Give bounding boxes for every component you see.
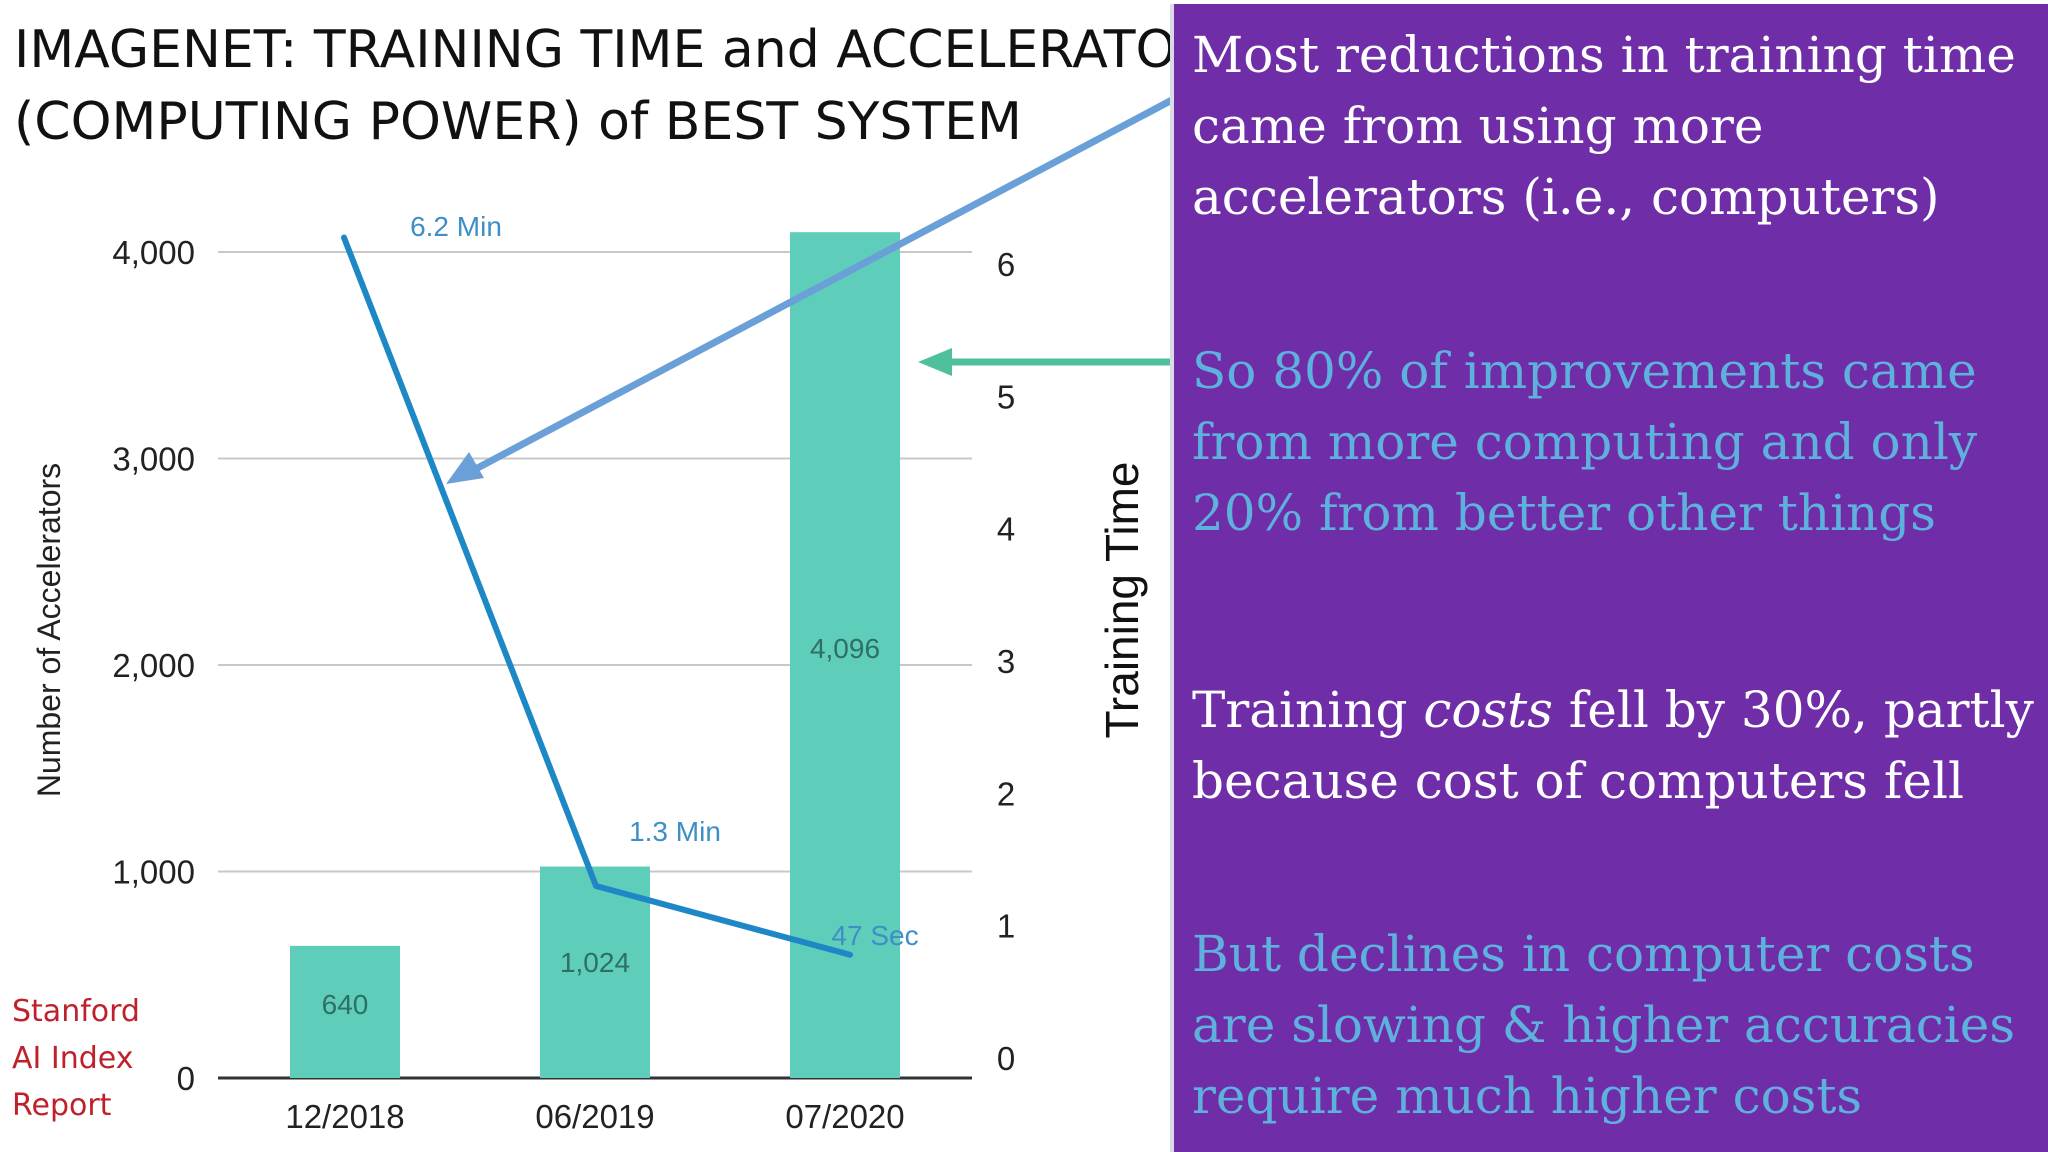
annotation-arrow-blue — [466, 96, 1172, 476]
panel-paragraph-costs: Training costs fell by 30%, partly becau… — [1192, 675, 2048, 817]
x-tick-label: 12/2018 — [285, 1098, 404, 1135]
arrowhead-blue — [446, 452, 484, 484]
chart-title: IMAGENET: TRAINING TIME and ACCELERATORS… — [14, 14, 1246, 158]
chart-svg: 0 1,000 2,000 3,000 4,000 0 1 2 3 4 5 6 640 1,024 4,09… — [31, 96, 1172, 1135]
source-line2: AI Index — [12, 1041, 134, 1076]
panel-paragraph-declines: But declines in computer costs are slowi… — [1192, 925, 2015, 1125]
y2-tick-label: 2 — [997, 775, 1015, 812]
y2-tick-label: 5 — [997, 378, 1015, 415]
y2-tick-label: 3 — [997, 643, 1015, 680]
panel-paragraph-improvements: So 80% of improvements came from more co… — [1192, 342, 1978, 542]
bar-value-label: 640 — [322, 989, 369, 1020]
y-tick-label: 1,000 — [112, 854, 195, 891]
time-value-label: 47 Sec — [831, 920, 918, 951]
x-tick-label: 06/2019 — [535, 1098, 654, 1135]
y-tick-label: 2,000 — [112, 647, 195, 684]
y-tick-label: 3,000 — [112, 441, 195, 478]
source-line1: Stanford — [12, 994, 140, 1029]
panel-paragraph-accelerators: Most reductions in training time came fr… — [1192, 26, 2016, 226]
y2-tick-label: 6 — [997, 246, 1015, 283]
bar — [790, 232, 900, 1078]
training-time-line — [341, 234, 853, 958]
y2-tick-label: 0 — [997, 1040, 1015, 1077]
x-tick-label: 07/2020 — [785, 1098, 904, 1135]
y2-tick-label: 1 — [997, 908, 1015, 945]
y-axis-label: Number of Accelerators — [31, 463, 67, 797]
bar-value-label: 1,024 — [560, 947, 630, 978]
y2-tick-label: 4 — [997, 511, 1015, 548]
chart-title-line1: IMAGENET: TRAINING TIME and ACCELERATORS — [14, 20, 1246, 80]
source-note: Stanford AI Index Report — [12, 988, 140, 1129]
time-value-label: 6.2 Min — [410, 211, 502, 242]
y2-axis-label: Training Time — [1096, 462, 1148, 739]
arrowhead-green — [918, 348, 952, 376]
bar — [540, 866, 650, 1078]
bar-value-label: 4,096 — [810, 633, 880, 664]
panel-costs-text-2: fell by 30%, partly because cost of comp… — [1192, 681, 2034, 810]
y-tick-label: 4,000 — [112, 234, 195, 271]
commentary-panel: Most reductions in training time came fr… — [1170, 4, 2048, 1152]
time-value-label: 1.3 Min — [629, 816, 721, 847]
source-line3: Report — [12, 1088, 112, 1123]
panel-costs-text-1: Training — [1192, 681, 1424, 739]
panel-costs-italic: costs — [1423, 681, 1553, 739]
chart-title-line2: (COMPUTING POWER) of BEST SYSTEM — [14, 92, 1022, 152]
y-tick-label: 0 — [177, 1060, 195, 1097]
bar — [290, 945, 400, 1078]
